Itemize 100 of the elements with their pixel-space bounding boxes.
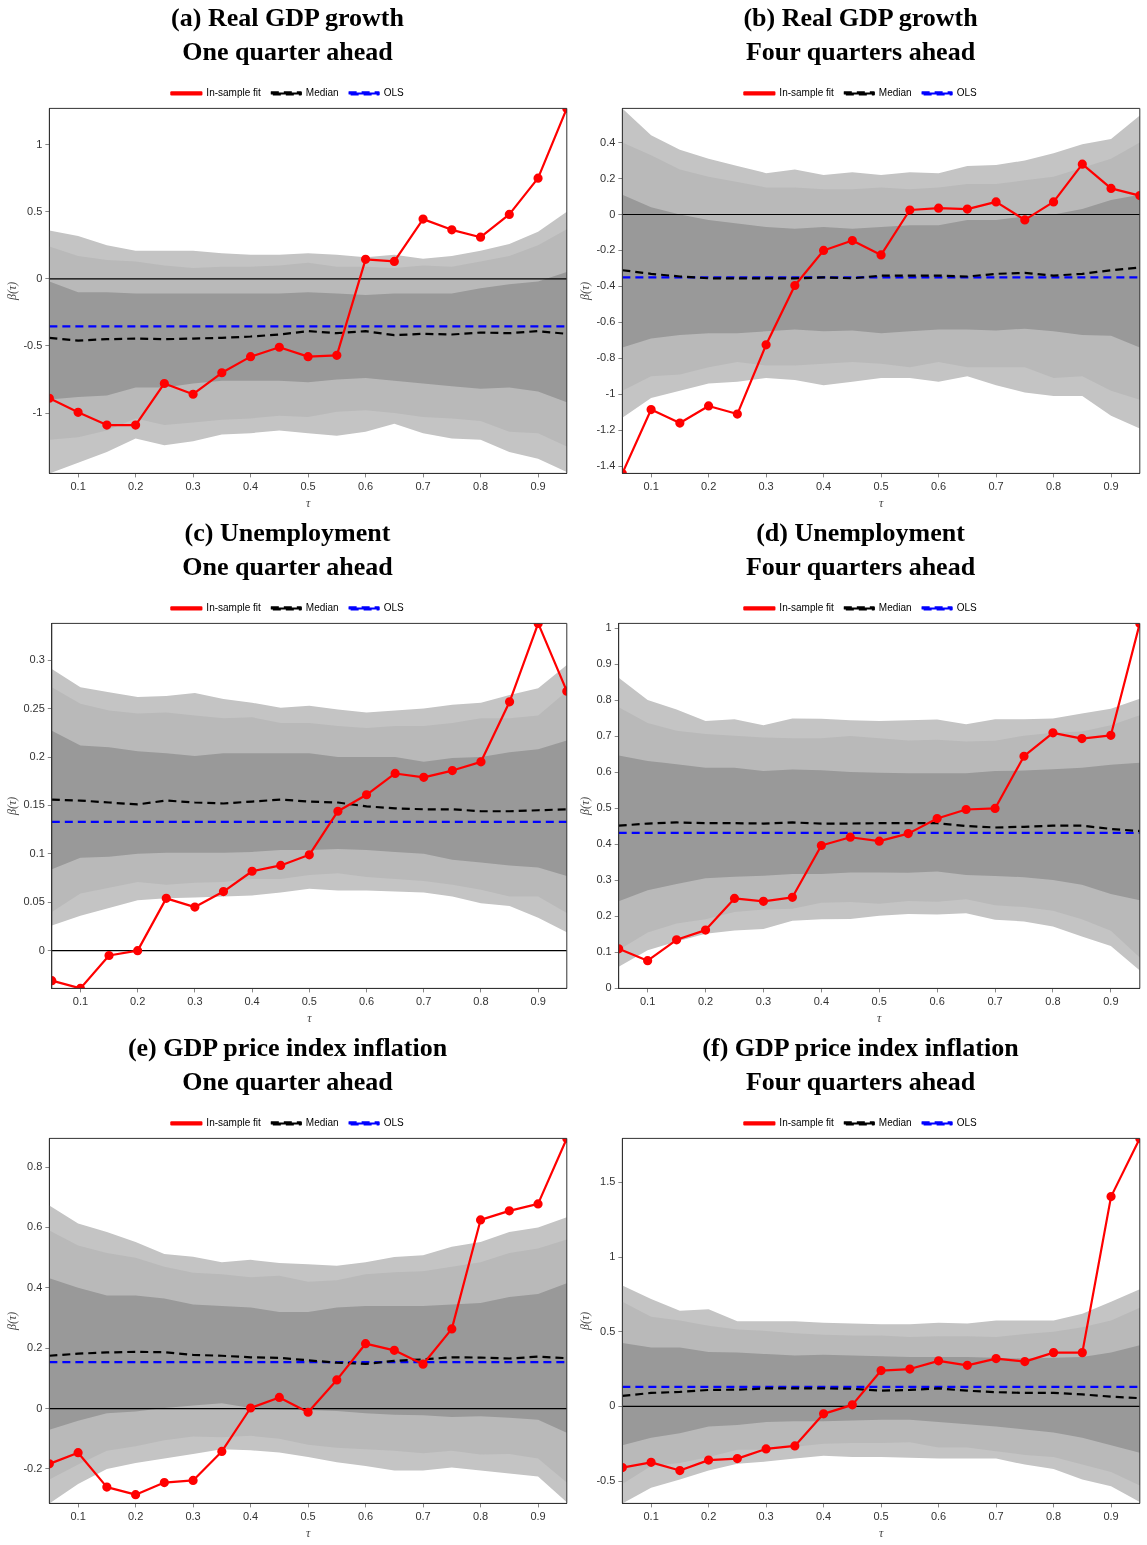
- x-tick-label: 0.4: [244, 995, 260, 1008]
- chart-subtitle: One quarter ahead: [182, 1066, 394, 1096]
- y-tick-label: -0.2: [23, 1462, 43, 1475]
- y-tick-label: 1: [609, 1250, 616, 1263]
- y-tick-label: 0.3: [29, 653, 45, 666]
- y-tick-label: 0.5: [596, 801, 612, 814]
- legend-label: In-sample fit: [206, 602, 262, 614]
- x-tick-label: 0.6: [358, 995, 375, 1008]
- x-axis-title: τ: [878, 495, 884, 510]
- chart-title: (b) Real GDP growth: [743, 3, 979, 33]
- y-tick-label: -0.6: [596, 315, 616, 328]
- x-tick-label: 0.7: [415, 480, 431, 493]
- x-tick-label: 0.1: [70, 480, 86, 493]
- y-tick-label: -0.8: [596, 351, 616, 364]
- chart-subtitle: One quarter ahead: [182, 36, 394, 66]
- chart-subtitle: Four quarters ahead: [745, 36, 976, 66]
- x-tick-label: 0.5: [300, 480, 316, 493]
- legend-label: OLS: [383, 1117, 404, 1129]
- y-tick-label: 0.1: [596, 945, 612, 958]
- y-tick-label: 0.25: [23, 701, 45, 714]
- y-tick-label: 0.5: [27, 204, 43, 217]
- x-tick-label: 0.5: [873, 480, 889, 493]
- y-tick-label: 0: [36, 1401, 43, 1414]
- x-tick-label: 0.8: [1045, 995, 1061, 1008]
- x-tick-label: 0.8: [472, 1510, 489, 1523]
- x-tick-label: 0.6: [930, 480, 947, 493]
- y-tick-label: 0.2: [596, 909, 612, 922]
- x-tick-label: 0.4: [242, 480, 259, 493]
- y-tick-label: -1.4: [596, 459, 616, 472]
- x-tick-label: 0.6: [930, 1510, 947, 1523]
- y-tick-label: 0.1: [29, 846, 45, 859]
- y-tick-label: 1.5: [600, 1175, 616, 1188]
- y-tick-label: -1.2: [596, 423, 616, 436]
- y-tick-label: 0.6: [27, 1220, 43, 1233]
- y-tick-label: 0.2: [29, 750, 45, 763]
- y-tick-label: 0: [609, 207, 616, 220]
- x-axis-title: τ: [307, 1010, 313, 1025]
- chart-title: (e) GDP price index inflation: [127, 1033, 448, 1063]
- legend-label: OLS: [383, 87, 404, 99]
- y-tick-label: 0.4: [27, 1280, 43, 1293]
- x-tick-label: 0.3: [185, 480, 201, 493]
- x-tick-label: 0.2: [700, 1510, 717, 1523]
- x-tick-label: 0.9: [1103, 995, 1119, 1008]
- y-axis-title: β(τ): [578, 281, 593, 302]
- y-tick-label: 0.4: [596, 837, 612, 850]
- y-tick-label: 0.6: [596, 765, 612, 778]
- chart-title: (d) Unemployment: [756, 518, 966, 548]
- x-tick-label: 0.3: [187, 995, 203, 1008]
- y-axis-title: β(τ): [5, 796, 20, 817]
- x-tick-label: 0.3: [758, 1510, 774, 1523]
- legend-label: OLS: [956, 1117, 977, 1129]
- y-tick-label: 0: [38, 943, 45, 956]
- legend-label: Median: [878, 1117, 912, 1129]
- x-tick-label: 0.5: [301, 995, 317, 1008]
- legend-label: OLS: [956, 602, 977, 614]
- y-axis-title: β(τ): [578, 796, 593, 817]
- x-tick-label: 0.2: [700, 480, 717, 493]
- x-tick-label: 0.1: [70, 1510, 86, 1523]
- y-tick-label: 1: [605, 621, 612, 634]
- legend-label: OLS: [383, 602, 404, 614]
- chart-subtitle: One quarter ahead: [182, 551, 394, 581]
- x-tick-label: 0.8: [472, 480, 489, 493]
- y-tick-label: -0.4: [596, 279, 616, 292]
- y-tick-label: -0.5: [596, 1474, 616, 1487]
- chart-title: (c) Unemployment: [184, 518, 391, 548]
- x-tick-label: 0.3: [185, 1510, 201, 1523]
- x-tick-label: 0.3: [758, 480, 774, 493]
- x-tick-label: 0.5: [873, 1510, 889, 1523]
- x-tick-label: 0.1: [72, 995, 89, 1008]
- x-tick-label: 0.6: [357, 1510, 374, 1523]
- chart-title: (a) Real GDP growth: [171, 3, 405, 33]
- legend-label: Median: [305, 87, 339, 99]
- y-tick-label: -0.2: [596, 243, 616, 256]
- x-tick-label: 0.4: [815, 1510, 832, 1523]
- chart-subtitle: Four quarters ahead: [745, 1066, 976, 1096]
- x-tick-label: 0.8: [1045, 480, 1062, 493]
- x-axis-title: τ: [878, 1525, 884, 1540]
- legend-label: In-sample fit: [779, 87, 835, 99]
- x-tick-label: 0.3: [755, 995, 772, 1008]
- y-axis-title: β(τ): [5, 1311, 20, 1332]
- x-tick-label: 0.9: [1103, 480, 1119, 493]
- x-tick-label: 0.9: [530, 480, 546, 493]
- y-axis-title: β(τ): [578, 1311, 593, 1332]
- x-tick-label: 0.2: [697, 995, 714, 1008]
- x-tick-label: 0.5: [871, 995, 887, 1008]
- x-tick-label: 0.7: [987, 995, 1003, 1008]
- x-tick-label: 0.6: [929, 995, 945, 1008]
- x-tick-label: 0.2: [127, 480, 144, 493]
- y-tick-label: 0: [36, 271, 43, 284]
- x-tick-label: 0.9: [530, 1510, 546, 1523]
- x-axis-title: τ: [305, 495, 311, 510]
- y-axis-title: β(τ): [5, 281, 20, 302]
- chart-subtitle: Four quarters ahead: [745, 551, 976, 581]
- chart-title: (f) GDP price index inflation: [702, 1033, 1020, 1063]
- y-tick-label: 0: [605, 981, 612, 994]
- y-tick-label: -0.5: [23, 338, 43, 351]
- x-tick-label: 0.4: [813, 995, 829, 1008]
- y-tick-label: -1: [32, 406, 43, 419]
- legend-label: Median: [878, 602, 912, 614]
- x-tick-label: 0.8: [473, 995, 489, 1008]
